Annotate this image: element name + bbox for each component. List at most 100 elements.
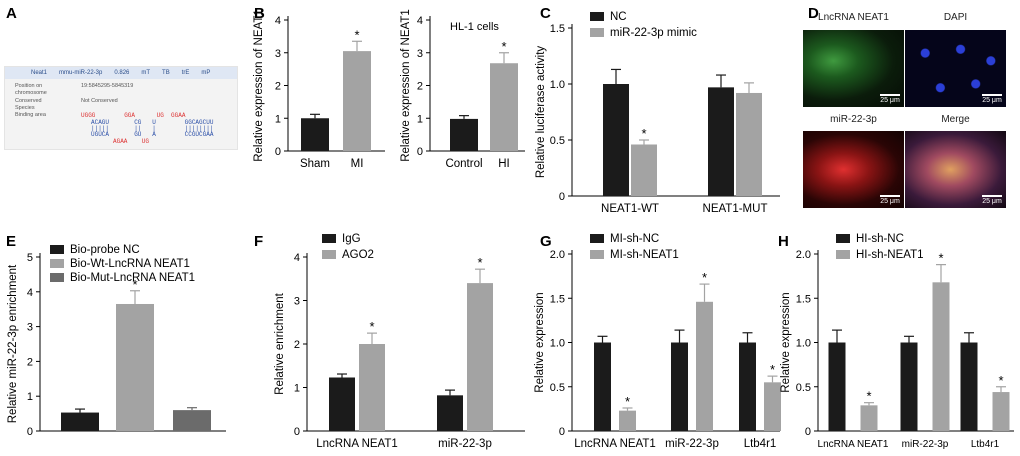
legend-label-c: miR-22-3p mimic bbox=[610, 27, 697, 39]
panel-letter-f: F bbox=[254, 233, 263, 250]
bar-e-2 bbox=[173, 410, 211, 431]
seq-bottom-red: AGAA UG bbox=[113, 138, 150, 145]
y-tick-label-e: 4 bbox=[27, 287, 33, 299]
bar-h-2-1 bbox=[992, 392, 1010, 431]
panel-letter-h: H bbox=[778, 233, 789, 250]
x-tick-label-c: NEAT1-WT bbox=[601, 203, 659, 215]
seq-top-blue: ACAGU CG U GGCAGCUU bbox=[91, 119, 214, 126]
y-tick-label-f: 4 bbox=[294, 252, 300, 264]
legend-swatch-f bbox=[322, 250, 336, 259]
x-tick-label-h: LncRNA NEAT1 bbox=[818, 439, 889, 450]
panel-letter-c: C bbox=[540, 5, 551, 22]
legend-label-e: Bio-Wt-LncRNA NEAT1 bbox=[70, 258, 190, 270]
y-tick-label-g: 0.5 bbox=[550, 382, 565, 394]
y-tick-label-b2: 2 bbox=[417, 81, 423, 93]
significance-mark-g-2-1: * bbox=[770, 362, 775, 377]
bar-c-0-1 bbox=[631, 144, 657, 196]
micro-title-dapi: DAPI bbox=[943, 12, 968, 23]
row-value: Not Conserved bbox=[81, 98, 118, 104]
y-tick-label-e: 3 bbox=[27, 322, 33, 334]
target-prediction-table: Neat1 mmu-miR-22-3p 0.826 mT TB trE mP P… bbox=[4, 66, 238, 150]
bar-c-1-1 bbox=[736, 92, 762, 196]
significance-mark-b1-1: * bbox=[354, 27, 359, 42]
y-tick-label-g: 2.0 bbox=[550, 249, 565, 261]
bar-c-0-0 bbox=[603, 84, 629, 196]
neat1-fluorescence-image: 25 μm bbox=[803, 30, 904, 107]
y-tick-label-g: 0 bbox=[559, 426, 565, 438]
bar-g-1-0 bbox=[671, 342, 688, 431]
legend-swatch-h bbox=[836, 234, 850, 243]
panel-letter-d: D bbox=[808, 5, 819, 22]
x-tick-label-g: miR-22-3p bbox=[665, 438, 719, 450]
bar-b1-0 bbox=[301, 118, 329, 151]
y-axis-label-b1: Relative expression of NEAT1 bbox=[253, 9, 265, 162]
y-tick-label-f: 1 bbox=[294, 383, 300, 395]
significance-mark-e-1: * bbox=[132, 277, 137, 292]
bar-g-0-1 bbox=[619, 410, 636, 431]
y-tick-label-e: 5 bbox=[27, 252, 33, 264]
bar-f-0-1 bbox=[359, 344, 385, 431]
seq-top-red: UGGG GGA UG GGAA bbox=[81, 112, 186, 119]
y-tick-label-b1: 4 bbox=[275, 15, 281, 27]
y-tick-label-b2: 4 bbox=[417, 15, 423, 27]
x-tick-label-b2: Control bbox=[445, 158, 482, 170]
y-tick-label-h: 2.0 bbox=[796, 249, 811, 261]
gene-name: Neat1 bbox=[31, 70, 48, 76]
legend-label-h: HI-sh-NEAT1 bbox=[856, 249, 924, 261]
legend-swatch-g bbox=[590, 234, 604, 243]
significance-mark-h-0-1: * bbox=[866, 389, 871, 404]
legend-label-f: AGO2 bbox=[342, 249, 374, 261]
y-tick-label-f: 3 bbox=[294, 296, 300, 308]
x-tick-label-c: NEAT1-MUT bbox=[703, 203, 768, 215]
legend-label-h: HI-sh-NC bbox=[856, 233, 904, 245]
panel-letter-e: E bbox=[6, 233, 16, 250]
legend-swatch-g bbox=[590, 250, 604, 259]
merge-fluorescence-image: 25 μm bbox=[905, 131, 1006, 208]
score: 0.826 bbox=[114, 70, 130, 76]
x-tick-label-f: miR-22-3p bbox=[438, 438, 492, 450]
bar-b2-1 bbox=[490, 63, 518, 152]
legend-swatch-c bbox=[590, 12, 604, 21]
y-tick-label-c: 0 bbox=[559, 191, 565, 203]
y-axis-label-g: Relative expression bbox=[534, 292, 546, 392]
row-label: Species bbox=[15, 105, 35, 111]
mir-fluorescence-image: 25 μm bbox=[803, 131, 904, 208]
micro-title-merge: Merge bbox=[941, 114, 970, 125]
dapi-fluorescence-image: 25 μm bbox=[905, 30, 1006, 107]
y-tick-label-b1: 2 bbox=[275, 81, 281, 93]
y-tick-label-f: 2 bbox=[294, 339, 300, 351]
bar-g-2-0 bbox=[739, 342, 756, 431]
tool-mp: mP bbox=[201, 70, 211, 76]
x-tick-label-h: miR-22-3p bbox=[902, 439, 949, 450]
panel-letter-g: G bbox=[540, 233, 552, 250]
y-axis-label-e: Relative miR-22-3p enrichment bbox=[7, 264, 19, 423]
tool-tb: TB bbox=[162, 70, 170, 76]
legend-label-f: IgG bbox=[342, 233, 361, 245]
legend-swatch-e bbox=[50, 245, 64, 254]
x-tick-label-b1: MI bbox=[351, 158, 364, 170]
bar-g-1-1 bbox=[696, 301, 713, 431]
significance-mark-c-0-1: * bbox=[641, 126, 646, 141]
significance-mark-h-1-1: * bbox=[938, 251, 943, 266]
bar-f-1-1 bbox=[467, 283, 493, 431]
row-label: Position on bbox=[15, 83, 43, 89]
x-tick-label-b1: Sham bbox=[300, 158, 330, 170]
y-tick-label-b1: 3 bbox=[275, 48, 281, 60]
y-tick-label-b2: 3 bbox=[417, 48, 423, 60]
significance-mark-b2-1: * bbox=[501, 39, 506, 54]
x-tick-label-g: Ltb4r1 bbox=[744, 438, 777, 450]
x-tick-label-b2: HI bbox=[498, 158, 510, 170]
x-tick-label-g: LncRNA NEAT1 bbox=[574, 438, 656, 450]
bar-f-1-0 bbox=[437, 395, 463, 431]
significance-mark-h-2-1: * bbox=[998, 373, 1003, 388]
significance-mark-g-0-1: * bbox=[625, 394, 630, 409]
y-tick-label-g: 1.5 bbox=[550, 293, 565, 305]
bar-f-0-0 bbox=[329, 377, 355, 431]
scale-bar: 25 μm bbox=[982, 94, 1002, 104]
seq-pipes: ||||| || | |||||||| bbox=[91, 125, 214, 132]
row-value: 19:5845295-5845319 bbox=[81, 83, 134, 89]
legend-swatch-f bbox=[322, 234, 336, 243]
bar-e-1 bbox=[116, 303, 154, 431]
bar-g-2-1 bbox=[764, 382, 781, 431]
bar-h-2-0 bbox=[960, 342, 978, 431]
